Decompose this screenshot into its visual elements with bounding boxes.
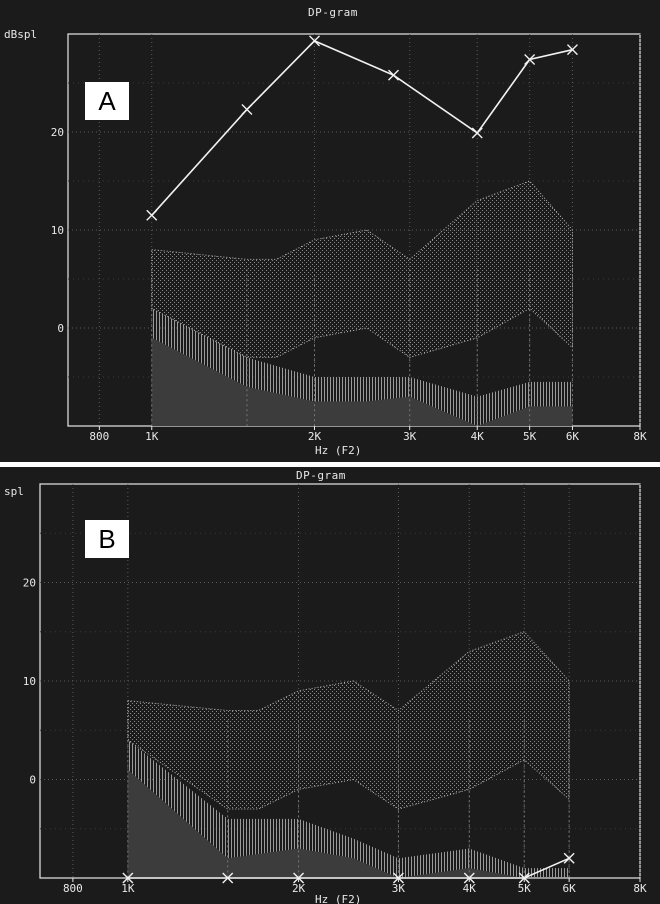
x-tick-label: 5K <box>523 430 537 443</box>
marker-stroke <box>122 872 134 884</box>
marker-stroke <box>524 53 536 65</box>
x-tick-label: 800 <box>63 882 83 895</box>
chart-title-b: DP-gram <box>296 469 346 482</box>
y-axis-label-b: spl <box>4 485 24 498</box>
noise-floor-area <box>127 769 570 878</box>
y-tick-label: 10 <box>51 224 64 237</box>
y-axis-label-a: dBspl <box>4 28 38 41</box>
lower-band <box>127 740 570 878</box>
dp-data-point <box>566 44 578 56</box>
x-tick-label: 5K <box>518 882 532 895</box>
marker-stroke <box>563 852 575 864</box>
marker-stroke <box>566 44 578 56</box>
marker-stroke <box>518 872 530 884</box>
upper-band <box>151 180 573 358</box>
x-tick-label: 8K <box>633 430 647 443</box>
dp-data-point <box>122 872 134 884</box>
x-tick-label: 2K <box>292 882 306 895</box>
x-tick-label: 8K <box>633 882 647 895</box>
noise-floor-area <box>151 337 573 426</box>
chart-svg-b: 800 1K 2K 3K 4K 5K 6K 8K 20 10 0 <box>23 483 647 895</box>
dp-data-point <box>241 103 253 115</box>
x-tick-label: 3K <box>392 882 406 895</box>
dp-data-point <box>146 209 158 221</box>
dp-data-point <box>293 872 305 884</box>
chart-svg-a: 800 1K 2K 3K 4K 5K 6K 8K 20 10 0 <box>51 33 647 443</box>
marker-stroke <box>293 872 305 884</box>
x-tick-label: 3K <box>403 430 417 443</box>
marker-stroke <box>241 103 253 115</box>
dp-gram-panel-b: 800 1K 2K 3K 4K 5K 6K 8K 20 10 0 DP-gram spl B Hz … <box>0 467 660 904</box>
dp-data-point <box>471 127 483 139</box>
x-tick-label: 2K <box>308 430 322 443</box>
marker-stroke <box>392 872 404 884</box>
marker-stroke <box>309 35 320 47</box>
x-axis-label-b: Hz (F2) <box>315 893 362 904</box>
y-tick-label: 20 <box>51 126 64 139</box>
x-tick-label: 6K <box>563 882 577 895</box>
chart-title-a: DP-gram <box>308 6 358 19</box>
marker-stroke <box>388 69 399 81</box>
dp-data-point <box>309 35 320 47</box>
upper-band <box>127 631 570 810</box>
y-tick-label: 20 <box>23 577 36 590</box>
dp-data-point <box>388 69 399 81</box>
dp-gram-panel-a: 800 1K 2K 3K 4K 5K 6K 8K 20 10 0 DP-gram dBspl A H… <box>0 0 660 462</box>
x-tick-label: 6K <box>566 430 580 443</box>
panel-label-a: A <box>85 82 129 120</box>
dp-data-point <box>563 852 575 864</box>
y-tick-label: 0 <box>29 774 36 787</box>
dp-data-point <box>392 872 404 884</box>
dp-data-point <box>222 872 234 884</box>
y-tick-label: 10 <box>23 675 36 688</box>
x-tick-label: 4K <box>463 882 477 895</box>
marker-stroke <box>471 127 483 139</box>
lower-band <box>151 308 573 426</box>
x-tick-label: 800 <box>89 430 109 443</box>
x-tick-label: 4K <box>471 430 485 443</box>
x-axis-label-a: Hz (F2) <box>315 444 362 457</box>
marker-stroke <box>146 209 158 221</box>
dp-data-point <box>524 53 536 65</box>
y-tick-label: 0 <box>57 322 64 335</box>
dp-data-point <box>463 872 475 884</box>
marker-stroke <box>222 872 234 884</box>
x-tick-label: 1K <box>121 882 135 895</box>
x-tick-label: 1K <box>145 430 159 443</box>
marker-stroke <box>463 872 475 884</box>
panel-label-b: B <box>85 520 129 558</box>
dp-data-point <box>518 872 530 884</box>
